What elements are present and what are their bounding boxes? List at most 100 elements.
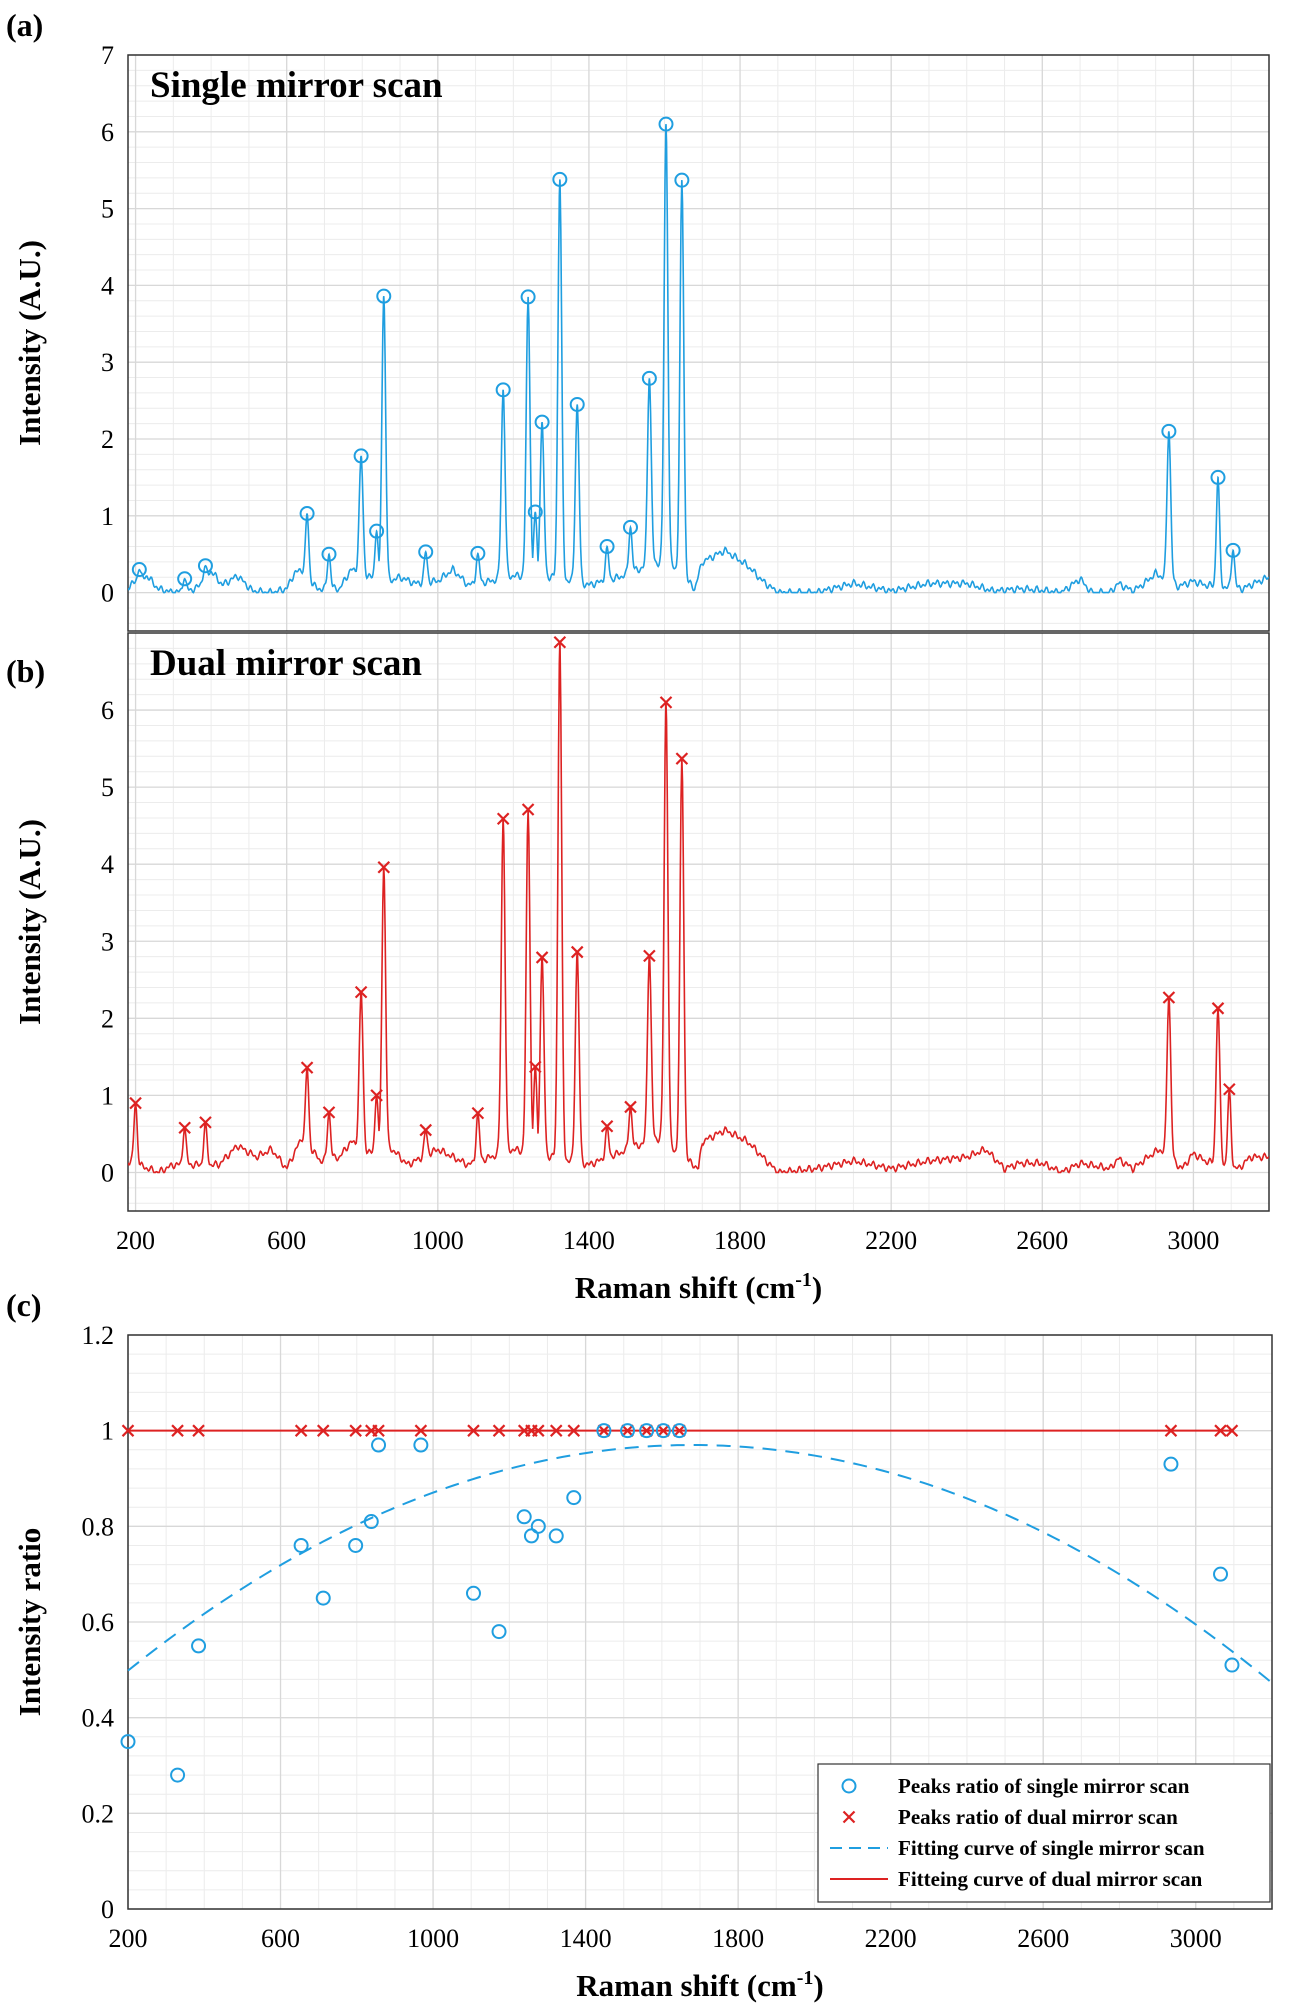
peak-marker [418,544,434,560]
dual-ratio-point [372,1424,385,1437]
peak-marker [553,635,567,649]
peak-marker [322,1106,336,1119]
y-tick-label: 2 [101,425,114,454]
peak-marker-stroke [129,1096,142,1110]
peak-marker-stroke [659,696,673,709]
y-tick-label: 4 [101,271,114,300]
dual-ratio-point-stroke [549,1424,563,1437]
dual-ratio-point-stroke [532,1424,545,1437]
legend-entry: Fitteing curve of dual mirror scan [898,1867,1203,1891]
dual-ratio-point-stroke [1164,1424,1178,1437]
single-ratio-point [170,1767,186,1783]
spectrum-line [128,642,1269,1174]
panel-label-b: (b) [6,653,45,689]
single-ratio-point [620,1423,636,1439]
single-ratio-point [671,1423,687,1439]
y-tick-label: 1 [101,1417,114,1446]
peak-marker [643,949,656,963]
x-tick-label: 2200 [865,1226,917,1255]
peak-marker-stroke [322,1106,336,1119]
legend-box [817,1763,1271,1903]
dual-ratio-point [621,1424,634,1437]
peak-marker-stroke [529,1060,542,1074]
peak-marker [600,1119,614,1133]
x-tick-label: 1800 [714,1226,766,1255]
dual-ratio-point [1214,1424,1227,1437]
dual-ratio-point-stroke [621,1424,634,1437]
peak-marker-stroke [300,1061,314,1074]
peak-marker-stroke [624,1100,637,1114]
peak-marker [534,414,550,430]
y-tick-label: 0.8 [82,1512,115,1541]
x-axis-label: Raman shift (cm-1) [575,1269,822,1305]
legend: Peaks ratio of single mirror scan Peaks r… [817,1763,1271,1903]
peak-marker-stroke [354,985,368,999]
single-ratio-point [491,1624,507,1640]
x-tick-label: 1400 [563,1226,615,1255]
single-ratio-point [315,1590,331,1606]
y-tick-label: 3 [101,348,114,377]
peak-marker [321,546,337,562]
peak-marker-stroke [553,635,567,649]
peak-marker-stroke [675,752,689,765]
single-ratio-point [1163,1456,1179,1472]
legend-entry: Fitting curve of single mirror scan [898,1836,1205,1860]
dual-ratio-point-stroke [467,1424,480,1437]
legend-entry: Peaks ratio of single mirror scan [898,1774,1190,1798]
dual-ratio-point-stroke [640,1424,653,1437]
peak-marker [471,1106,485,1120]
x-tick-label: 600 [267,1226,306,1255]
dual-ratio-point-stroke [657,1424,670,1437]
y-tick-label: 4 [101,850,114,879]
dual-ratio-point [673,1424,686,1437]
peak-marker [370,1089,383,1102]
panel-title: Dual mirror scan [150,643,422,684]
peak-marker-stroke [496,812,510,826]
y-tick-label: 5 [101,773,114,802]
peak-marker-stroke [643,949,656,963]
peak-marker [658,116,674,132]
y-tick-label: 6 [101,118,114,147]
single-ratio-point [530,1518,546,1534]
peak-marker [521,803,535,816]
x-tick-label: 2200 [865,1924,917,1953]
peak-marker [659,696,673,709]
y-tick-label: 5 [101,195,114,224]
legend-symbol-single-ratio [841,1778,857,1794]
dual-ratio-point [567,1424,581,1437]
dual-ratio-point [492,1424,506,1437]
dual-ratio-point-stroke [673,1424,686,1437]
peak-marker [624,1100,637,1114]
spectrum-line [128,124,1269,594]
peak-marker [1210,469,1226,485]
peak-marker [1161,423,1177,439]
x-tick-label: 2600 [1016,1226,1068,1255]
dual-ratio-point [597,1424,611,1437]
dual-ratio-point [657,1424,670,1437]
peak-marker-stroke [535,951,549,964]
y-tick-label: 0.2 [82,1799,115,1828]
dual-ratio-point [640,1424,653,1437]
peak-marker [641,370,657,386]
panel-label-a: (a) [6,7,43,43]
dual-ratio-point [192,1424,205,1437]
y-tick-label: 7 [101,41,114,70]
single-ratio-point [1224,1657,1240,1673]
dual-ratio-point-stroke [349,1424,362,1437]
peak-marker-stroke [521,803,535,816]
peak-marker [569,396,585,412]
dual-ratio-point-stroke [294,1424,308,1437]
x-tick-label: 3000 [1170,1924,1222,1953]
y-tick-label: 2 [101,1004,114,1033]
dual-ratio-point [171,1424,184,1437]
single-ratio-point [639,1423,655,1439]
y-tick-label: 3 [101,927,114,956]
y-tick-label: 0.6 [82,1608,115,1637]
y-tick-label: 6 [101,696,114,725]
y-axis-label: Intensity (A.U.) [12,819,47,1025]
peak-marker [1211,1002,1225,1015]
dual-ratio-point-stroke [1214,1424,1227,1437]
peak-marker [197,558,213,574]
dual-ratio-point-stroke [121,1424,135,1437]
